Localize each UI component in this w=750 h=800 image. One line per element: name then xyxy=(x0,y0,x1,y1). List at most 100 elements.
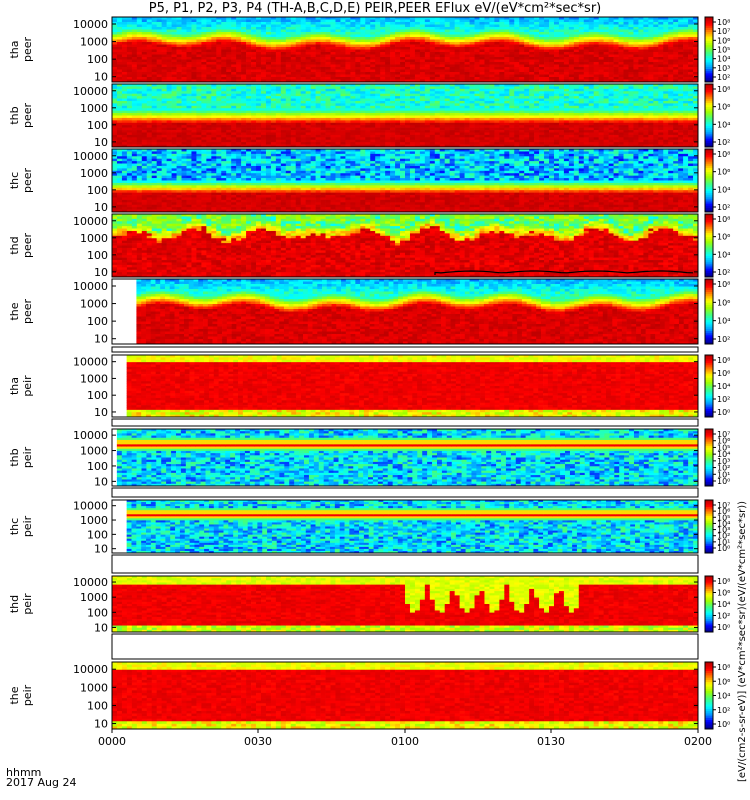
heatmap-cell xyxy=(350,32,356,35)
heatmap-cell xyxy=(350,62,356,65)
heatmap-cell xyxy=(419,24,426,28)
heatmap-cell xyxy=(275,98,282,102)
heatmap-cell xyxy=(315,62,321,65)
heatmap-cell xyxy=(246,108,252,111)
heatmap-cell xyxy=(226,120,232,124)
heatmap-cell xyxy=(305,77,311,80)
heatmap-cell xyxy=(375,74,381,78)
heatmap-cell xyxy=(658,74,664,78)
heatmap-cell xyxy=(345,24,351,28)
heatmap-cell xyxy=(241,69,247,73)
heatmap-cell xyxy=(141,49,148,53)
heatmap-cell xyxy=(141,27,148,30)
heatmap-cell xyxy=(683,57,689,60)
heatmap-cell xyxy=(330,27,336,30)
heatmap-cell xyxy=(320,79,326,83)
heatmap-cell xyxy=(484,17,490,20)
heatmap-cell xyxy=(593,64,600,68)
heatmap-cell xyxy=(365,57,371,60)
heatmap-cell xyxy=(390,103,396,107)
heatmap-cell xyxy=(563,64,570,68)
heatmap-cell xyxy=(678,77,684,80)
heatmap-cell xyxy=(663,62,669,65)
heatmap-cell xyxy=(216,103,222,107)
heatmap-cell xyxy=(390,98,396,102)
heatmap-cell xyxy=(221,91,227,95)
heatmap-cell xyxy=(653,47,659,50)
heatmap-cell xyxy=(335,17,341,20)
heatmap-cell xyxy=(141,122,148,126)
heatmap-cell xyxy=(439,74,446,78)
heatmap-cell xyxy=(280,77,287,80)
heatmap-cell xyxy=(385,122,391,126)
heatmap-cell xyxy=(161,79,167,83)
heatmap-cell xyxy=(429,29,436,33)
heatmap-cell xyxy=(146,19,153,23)
heatmap-cell xyxy=(484,24,490,28)
heatmap-cell xyxy=(419,69,426,73)
heatmap-cell xyxy=(280,134,287,138)
heatmap-cell xyxy=(181,103,187,107)
heatmap-cell xyxy=(474,72,480,75)
heatmap-cell xyxy=(370,120,376,124)
heatmap-cell xyxy=(414,59,421,63)
heatmap-cell xyxy=(509,29,515,33)
heatmap-cell xyxy=(444,79,451,83)
heatmap-cell xyxy=(414,117,421,121)
heatmap-cell xyxy=(231,29,237,33)
heatmap-cell xyxy=(191,29,197,33)
heatmap-cell xyxy=(310,37,316,40)
heatmap-cell xyxy=(469,59,475,63)
heatmap-cell xyxy=(206,127,212,131)
heatmap-cell xyxy=(186,42,192,45)
heatmap-cell xyxy=(186,100,192,104)
heatmap-cell xyxy=(643,77,649,80)
heatmap-cell xyxy=(355,64,361,68)
heatmap-cell xyxy=(370,122,376,126)
heatmap-cell xyxy=(409,86,416,90)
heatmap-cell xyxy=(434,32,441,35)
heatmap-cell xyxy=(643,19,649,23)
heatmap-cell xyxy=(256,100,262,104)
heatmap-cell xyxy=(365,59,371,63)
heatmap-cell xyxy=(385,39,391,43)
heatmap-cell xyxy=(395,17,401,20)
heatmap-cell xyxy=(211,134,217,138)
heatmap-cell xyxy=(116,67,123,70)
heatmap-cell xyxy=(544,22,550,25)
heatmap-cell xyxy=(439,117,446,121)
heatmap-cell xyxy=(544,72,550,75)
heatmap-cell xyxy=(658,52,664,55)
heatmap-cell xyxy=(216,93,222,97)
heatmap-cell xyxy=(449,54,456,58)
heatmap-cell xyxy=(429,108,436,111)
heatmap-cell xyxy=(151,100,158,104)
heatmap-cell xyxy=(673,34,679,38)
heatmap-cell xyxy=(325,74,331,78)
heatmap-cell xyxy=(196,105,202,109)
heatmap-cell xyxy=(330,110,336,114)
heatmap-cell xyxy=(275,59,282,63)
heatmap-cell xyxy=(454,130,460,133)
heatmap-cell xyxy=(295,122,302,126)
heatmap-cell xyxy=(489,57,495,60)
heatmap-cell xyxy=(598,67,604,70)
heatmap-cell xyxy=(112,120,118,124)
heatmap-cell xyxy=(280,32,287,35)
heatmap-cell xyxy=(469,37,475,40)
heatmap-cell xyxy=(504,67,510,70)
heatmap-cell xyxy=(335,142,341,145)
heatmap-cell xyxy=(573,77,580,80)
heatmap-cell xyxy=(573,69,580,73)
heatmap-cell xyxy=(409,134,416,138)
heatmap-cell xyxy=(270,27,277,30)
heatmap-cell xyxy=(688,69,694,73)
heatmap-cell xyxy=(320,39,326,43)
heatmap-cell xyxy=(618,67,624,70)
heatmap-cell xyxy=(395,39,401,43)
heatmap-cell xyxy=(251,69,257,73)
heatmap-cell xyxy=(290,91,297,95)
heatmap-cell xyxy=(598,34,604,38)
heatmap-cell xyxy=(156,34,163,38)
heatmap-cell xyxy=(325,113,331,116)
